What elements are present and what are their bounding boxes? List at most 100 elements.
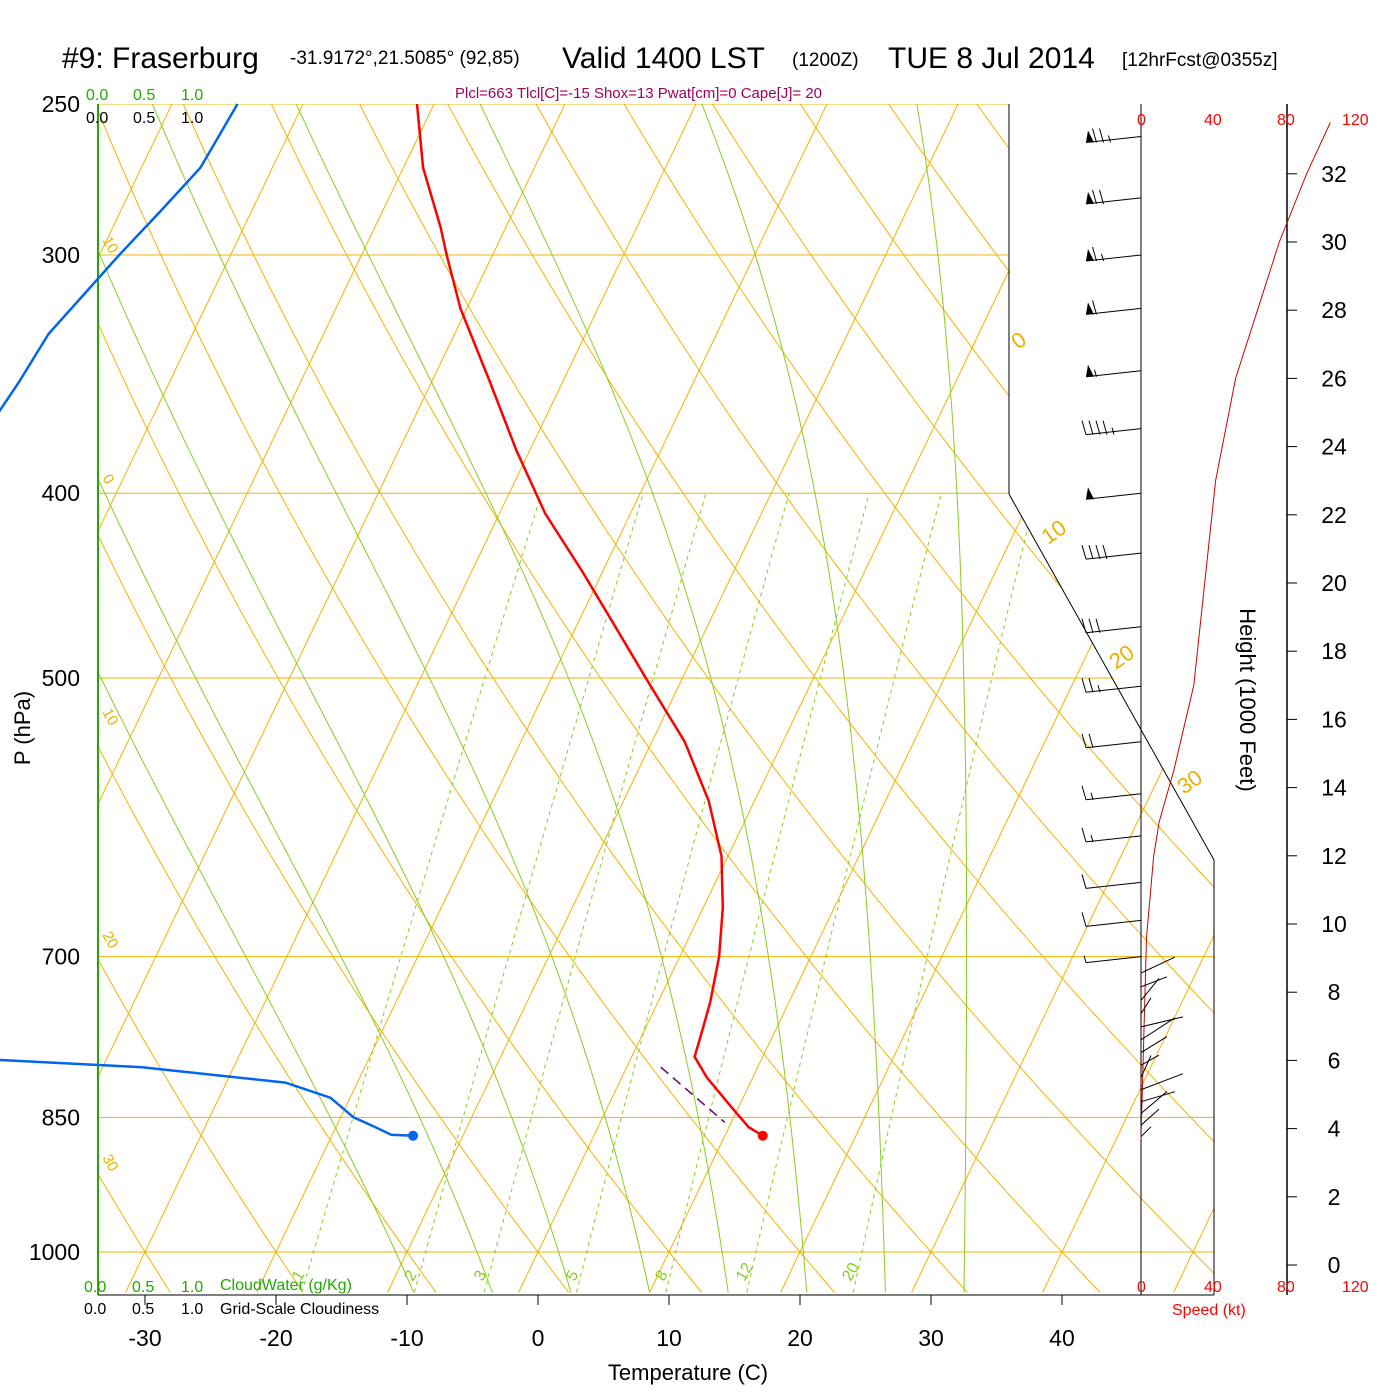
x-tick-label: -10	[390, 1325, 423, 1351]
wind-barb-light	[1140, 1126, 1152, 1138]
wind-barb	[1081, 733, 1142, 749]
wind-barb-shaft	[1085, 197, 1142, 205]
isotherm-line	[911, 104, 1214, 1293]
cloud-black-tick-bottom: 0.0	[84, 1301, 106, 1318]
wind-barb-feather	[1088, 420, 1094, 435]
speed-tick-top: 0	[1137, 112, 1146, 129]
surface-dewpoint-point	[408, 1130, 419, 1141]
wind-barb-flag	[1086, 130, 1094, 143]
y-tick-label: 700	[42, 944, 80, 970]
dry-adiabat-line	[690, 104, 1214, 1293]
wind-barb-half-feather	[1083, 955, 1087, 963]
height-tick-label: 8	[1328, 979, 1341, 1005]
x-tick-label: 10	[656, 1325, 682, 1351]
dry-adiabat-line	[168, 104, 968, 1293]
wind-barb-half-feather	[1108, 135, 1111, 143]
wind-barb-feather	[1088, 733, 1094, 748]
moist-adiabat-line	[280, 104, 729, 1293]
wind-barb-light	[1140, 1055, 1152, 1078]
height-axis-label: Height (1000 Feet)	[1235, 608, 1260, 791]
cloud-green-tick-bottom: 0.5	[132, 1279, 154, 1296]
cloud-black-tick-top: 1.0	[181, 110, 203, 127]
wind-barb-feather	[1088, 678, 1094, 693]
height-tick-label: 20	[1321, 570, 1347, 596]
wind-barb-feather	[1095, 420, 1101, 435]
wind-barb-feather	[1102, 420, 1108, 435]
isotherm-label: 0	[1007, 327, 1031, 355]
isotherm-label: 30	[1173, 765, 1207, 800]
cloud-black-tick-top: 0.0	[86, 110, 108, 127]
forecast-info: [12hrFcst@0355z]	[1122, 50, 1278, 71]
cloud-black-tick-bottom: 0.5	[132, 1301, 154, 1318]
y-tick-label: 250	[42, 91, 80, 117]
wind-barb-feather	[1081, 618, 1087, 633]
wind-barb-feather	[1088, 544, 1094, 560]
moist-adiabat-line	[98, 104, 572, 1293]
parcel-path-line	[660, 1066, 726, 1123]
wind-barb-shaft	[1085, 741, 1142, 749]
y-tick-label: 400	[42, 480, 80, 506]
plot-right-border	[1008, 104, 1215, 1295]
wind-barb-feather	[1081, 912, 1087, 927]
wind-barb-feather	[1081, 544, 1087, 560]
wind-barb-shaft	[1085, 307, 1142, 315]
profiles	[0, 103, 768, 1141]
dry-adiabat-line	[98, 104, 437, 1293]
x-tick-label: 0	[532, 1325, 545, 1351]
isotherm-line	[780, 104, 1214, 1293]
wind-barb-shaft	[1085, 835, 1142, 843]
wind-barb-light	[1140, 1054, 1160, 1066]
dry-adiabat-line	[98, 104, 171, 1293]
wind-barb-shaft	[1085, 552, 1142, 560]
wind-barb-feather	[1081, 678, 1087, 693]
wind-barb-feather	[1102, 544, 1108, 560]
wind-barb-shaft	[1085, 919, 1142, 927]
mixing-ratio-line	[665, 493, 870, 1293]
wind-barb	[1085, 487, 1142, 500]
height-tick-label: 6	[1328, 1047, 1341, 1073]
dry-adiabat-line	[429, 104, 1214, 1293]
isotherm-label: 20	[1105, 640, 1139, 675]
height-tick-label: 0	[1328, 1252, 1341, 1278]
height-tick-label: 18	[1321, 638, 1347, 664]
isotherm-label: 30	[99, 1152, 122, 1175]
wind-barb-half-feather	[1111, 427, 1115, 435]
wind-barb-light	[1140, 1108, 1160, 1126]
isotherm-line	[1042, 104, 1214, 1293]
cloud-green-tick-bottom: 1.0	[181, 1279, 203, 1296]
isotherm-line	[256, 104, 844, 1293]
wind-barb-flag	[1086, 191, 1094, 204]
wind-barb-half-feather	[1094, 369, 1097, 377]
dry-adiabat-line	[603, 104, 1214, 1293]
speed-axis-label: Speed (kt)	[1172, 1302, 1246, 1319]
dewpoint-profile-line	[0, 103, 414, 1137]
wind-barb	[1085, 300, 1142, 315]
x-tick-label: -30	[128, 1325, 161, 1351]
x-tick-label: 40	[1049, 1325, 1075, 1351]
cloud-scale-top: 0.0 0.5 1.0 0.0 0.5 1.0	[86, 87, 203, 127]
wind-barb-feather	[1095, 618, 1101, 633]
temperature-profile-line	[415, 103, 764, 1137]
chart-title: #9: Fraserburg -31.9172°,21.5085° (92,85…	[62, 42, 1278, 75]
y-tick-label: 850	[42, 1104, 80, 1130]
wind-barb-flag	[1086, 302, 1094, 315]
height-tick-label: 28	[1321, 297, 1347, 323]
wind-barb-light	[1140, 976, 1168, 988]
background-lines	[98, 104, 1214, 1293]
wind-barb-light	[1140, 1091, 1176, 1103]
cloud-green-tick-top: 1.0	[181, 87, 203, 104]
speed-tick-bottom: 80	[1277, 1279, 1295, 1296]
valid-time: Valid 1400 LST	[562, 42, 765, 75]
plot-frame	[97, 104, 1215, 1296]
y-axis-label: P (hPa)	[10, 691, 35, 765]
wind-barb-feather	[1099, 128, 1104, 143]
wind-barb	[1081, 618, 1142, 634]
wind-barb-half-feather	[1090, 792, 1094, 800]
wind-barb	[1081, 420, 1142, 436]
height-tick-label: 32	[1321, 161, 1347, 187]
wind-barb-light	[1140, 956, 1176, 974]
wind-barb-half-feather	[1097, 685, 1101, 693]
x-axis-label: Temperature (C)	[608, 1360, 768, 1385]
